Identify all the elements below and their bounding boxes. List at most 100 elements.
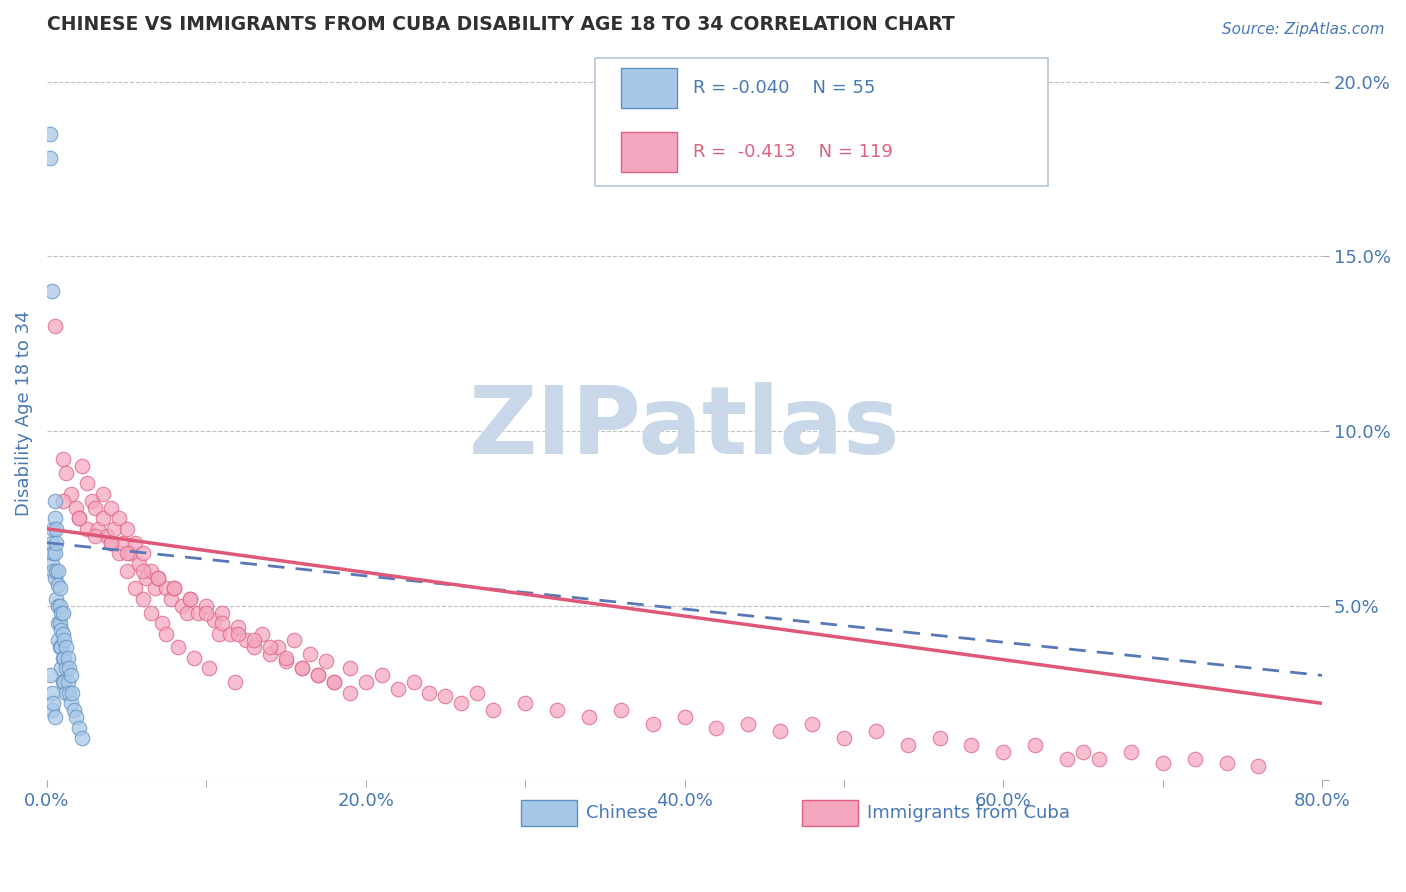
Point: [124, 581, 146, 595]
Point: [107, 546, 129, 560]
Point: [202, 613, 225, 627]
Point: [148, 571, 170, 585]
FancyBboxPatch shape: [801, 800, 858, 826]
Point: [546, 703, 568, 717]
Point: [307, 668, 329, 682]
Point: [53, 675, 76, 690]
Point: [176, 606, 198, 620]
Point: [52, 626, 75, 640]
Point: [39, 152, 62, 166]
Point: [48, 599, 70, 613]
Point: [673, 710, 696, 724]
Point: [434, 690, 457, 704]
Point: [60, 686, 83, 700]
Point: [52, 651, 75, 665]
Point: [48, 581, 70, 595]
Point: [150, 615, 173, 630]
Point: [41, 557, 63, 571]
Point: [283, 633, 305, 648]
Point: [1071, 745, 1094, 759]
Point: [163, 581, 186, 595]
Point: [46, 577, 69, 591]
Point: [51, 606, 73, 620]
Point: [339, 686, 361, 700]
Point: [51, 623, 73, 637]
Point: [198, 661, 221, 675]
Text: Immigrants from Cuba: Immigrants from Cuba: [868, 805, 1070, 822]
Point: [52, 493, 75, 508]
Point: [155, 581, 177, 595]
Point: [56, 651, 79, 665]
Point: [208, 626, 231, 640]
Point: [832, 731, 855, 746]
Point: [56, 675, 79, 690]
Point: [70, 458, 93, 473]
Point: [118, 546, 141, 560]
Point: [135, 571, 157, 585]
Point: [513, 697, 536, 711]
Point: [865, 724, 887, 739]
Point: [45, 535, 67, 549]
Point: [131, 546, 153, 560]
Text: R =  -0.413    N = 119: R = -0.413 N = 119: [693, 144, 893, 161]
Point: [160, 591, 183, 606]
Point: [83, 529, 105, 543]
Point: [143, 581, 166, 595]
Point: [46, 564, 69, 578]
Point: [52, 606, 75, 620]
Text: CHINESE VS IMMIGRANTS FROM CUBA DISABILITY AGE 18 TO 34 CORRELATION CHART: CHINESE VS IMMIGRANTS FROM CUBA DISABILI…: [46, 15, 955, 34]
Point: [801, 717, 824, 731]
Point: [354, 675, 377, 690]
Point: [48, 640, 70, 655]
Point: [183, 651, 205, 665]
Point: [59, 487, 82, 501]
Point: [179, 591, 201, 606]
Point: [87, 522, 110, 536]
Point: [45, 522, 67, 536]
Point: [226, 619, 249, 633]
Point: [131, 591, 153, 606]
Point: [100, 535, 122, 549]
Point: [44, 493, 66, 508]
Point: [44, 571, 66, 585]
Point: [83, 500, 105, 515]
Point: [769, 724, 792, 739]
Point: [51, 640, 73, 655]
Point: [45, 564, 67, 578]
Point: [274, 655, 297, 669]
Point: [96, 529, 118, 543]
Point: [46, 615, 69, 630]
Point: [80, 493, 103, 508]
Point: [67, 511, 90, 525]
Point: [58, 686, 80, 700]
Point: [928, 731, 950, 746]
Point: [465, 686, 488, 700]
Point: [402, 675, 425, 690]
Point: [195, 599, 218, 613]
Point: [65, 500, 87, 515]
Point: [39, 127, 62, 141]
Point: [128, 557, 150, 571]
Point: [48, 615, 70, 630]
Point: [55, 466, 77, 480]
Point: [219, 626, 242, 640]
Point: [53, 633, 76, 648]
Point: [41, 535, 63, 549]
Point: [243, 640, 266, 655]
Point: [59, 668, 82, 682]
Point: [63, 703, 86, 717]
Point: [44, 546, 66, 560]
Point: [65, 710, 87, 724]
Point: [578, 710, 600, 724]
Text: ZIPatlas: ZIPatlas: [468, 382, 900, 475]
Point: [315, 655, 337, 669]
Point: [1184, 752, 1206, 766]
Point: [100, 500, 122, 515]
FancyBboxPatch shape: [522, 800, 578, 826]
Point: [166, 640, 188, 655]
Point: [55, 686, 77, 700]
Point: [45, 591, 67, 606]
Point: [960, 739, 983, 753]
Point: [67, 511, 90, 525]
Text: R = -0.040    N = 55: R = -0.040 N = 55: [693, 78, 876, 96]
